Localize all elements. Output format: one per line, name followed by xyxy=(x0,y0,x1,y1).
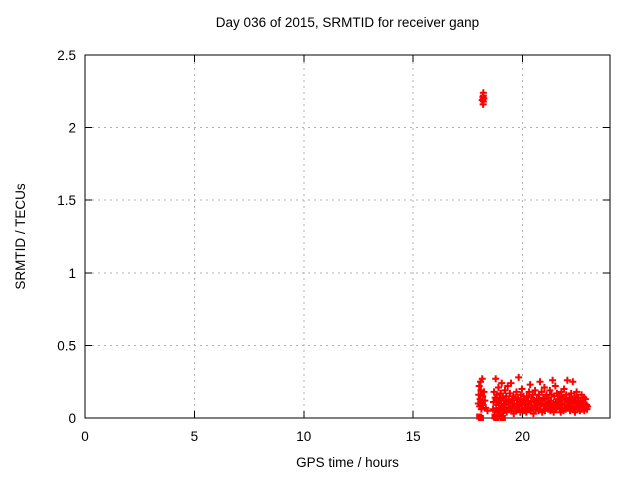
y-axis-label: SRMTID / TECUs xyxy=(13,183,28,290)
data-point-square xyxy=(477,415,484,421)
chart-title: Day 036 of 2015, SRMTID for receiver gan… xyxy=(216,15,479,30)
y-tick-label: 1.5 xyxy=(57,193,76,208)
y-tick-label: 1 xyxy=(68,266,76,281)
x-tick-label: 10 xyxy=(296,429,311,444)
y-tick-label: 0.5 xyxy=(57,338,76,353)
x-tick-label: 0 xyxy=(81,429,89,444)
y-tick-label: 2 xyxy=(68,121,76,136)
data-point-markers xyxy=(474,89,592,418)
y-tick-label: 2.5 xyxy=(57,48,76,63)
data-point-square xyxy=(480,95,487,102)
plot-border xyxy=(84,54,611,419)
y-tick-label: 0 xyxy=(68,411,76,426)
data-point-square xyxy=(499,415,506,421)
x-tick-label: 15 xyxy=(406,429,421,444)
x-tick-label: 5 xyxy=(191,429,199,444)
x-tick-label: 20 xyxy=(515,429,530,444)
x-axis-label: GPS time / hours xyxy=(296,455,399,470)
data-point-square xyxy=(493,415,500,421)
